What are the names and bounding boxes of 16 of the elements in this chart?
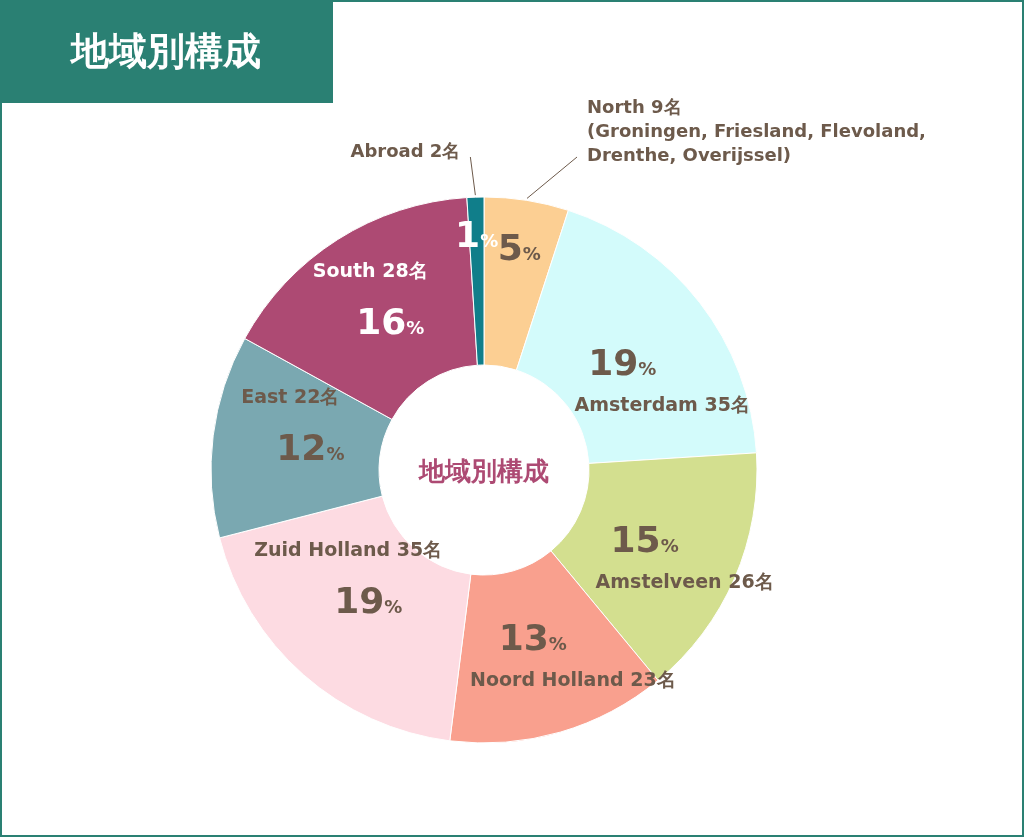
slice-label: Zuid Holland 35名 [254,538,443,561]
slice-label: Noord Holland 23名 [470,668,676,691]
slice-label: South 28名 [312,259,428,282]
slice-label: Abroad 2名 [350,140,461,161]
chart-title: 地域別構成 [69,29,261,73]
slice-label: East 22名 [241,385,340,408]
text: 地域別構成 [418,456,549,486]
slice-label: Amsterdam 35名 [574,392,750,415]
slice-label: North 9名 (Groningen, Friesland, Flevoland, Drenthe, Overijssel) [587,96,926,165]
data-label: 5% [497,226,541,268]
data-label: 13% [498,617,567,659]
data-label: 19% [588,341,657,383]
data-label: 19% [334,580,403,622]
data-label: 15% [610,518,679,560]
data-label: 12% [276,427,345,469]
data-label: 16% [356,301,425,343]
